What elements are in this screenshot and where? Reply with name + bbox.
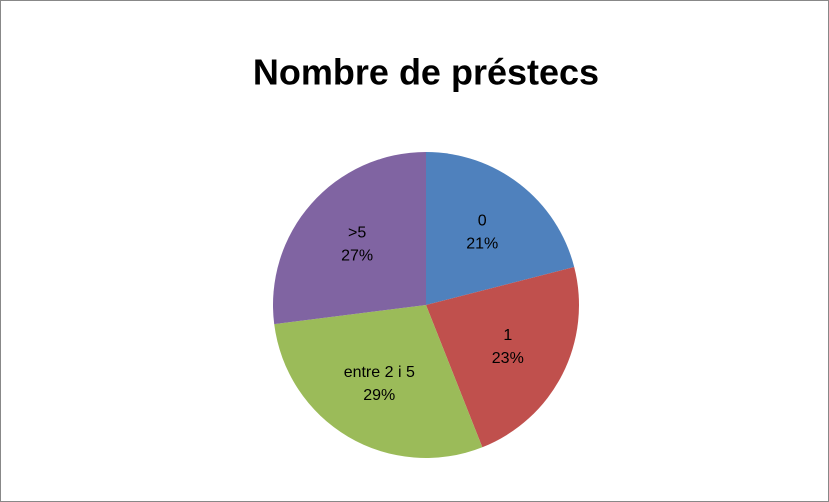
slice-value-label: 29% [363,387,395,404]
pie-slice [273,151,426,325]
pie-slice [426,266,579,448]
slice-value-label: 27% [341,248,373,265]
slice-value-label: 23% [492,350,524,367]
slice-category-label: 0 [478,213,487,230]
pie-slice [426,152,575,305]
slice-category-label: 1 [503,327,512,344]
slice-category-label: >5 [348,225,366,242]
pie-slice [274,305,483,458]
slice-category-label: entre 2 i 5 [344,364,415,381]
chart-title: Nombre de préstecs [253,52,599,93]
slice-value-label: 21% [466,236,498,253]
